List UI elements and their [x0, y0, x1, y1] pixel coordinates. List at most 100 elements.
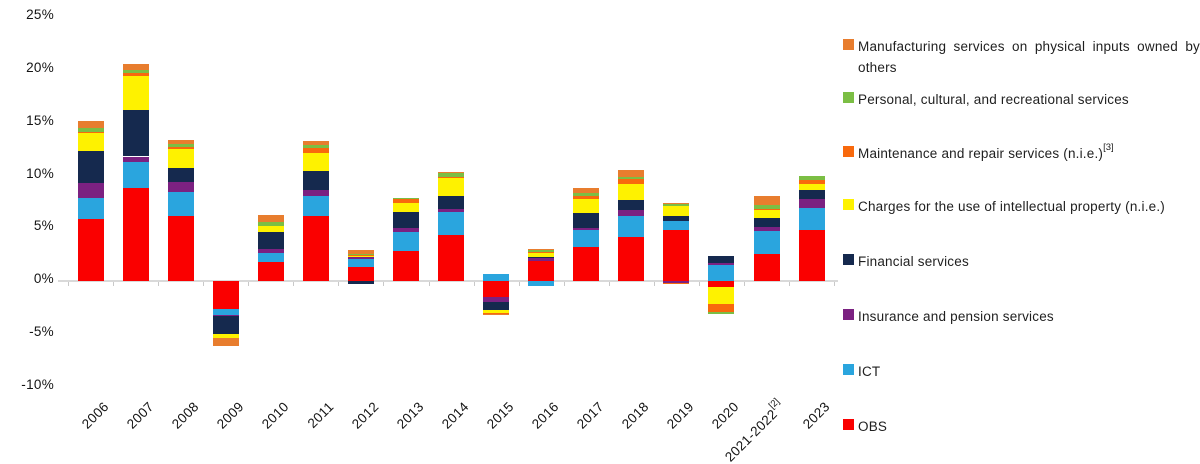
- x-axis-label-text: 2014: [438, 399, 472, 432]
- axis-tick: [744, 282, 745, 286]
- bar-segment: [392, 212, 419, 229]
- bar-segment: [753, 217, 780, 228]
- bar-segment: [753, 231, 780, 254]
- legend-item: Insurance and pension services: [843, 306, 1200, 327]
- x-axis-label-text: 2016: [529, 399, 562, 432]
- y-axis-label: -5%: [29, 323, 54, 339]
- bar-segment: [167, 192, 194, 216]
- legend-swatch: [843, 39, 854, 50]
- bar-segment: [122, 156, 149, 162]
- bar-segment: [483, 314, 510, 316]
- bar-segment: [122, 110, 149, 157]
- x-axis-label-text: 2019: [664, 399, 698, 432]
- x-axis-label-text: 2007: [123, 399, 157, 432]
- bar-segment: [528, 250, 555, 252]
- bar-segment: [618, 236, 645, 281]
- x-axis-label-text: 2018: [619, 399, 652, 432]
- axis-tick: [834, 282, 836, 286]
- axis-tick: [563, 282, 565, 286]
- bar-segment: [438, 212, 465, 235]
- legend-label: Manufacturing services on physical input…: [858, 39, 1200, 75]
- legend-label: ICT: [858, 364, 881, 379]
- legend-item: Maintenance and repair services (n.i.e.)…: [843, 143, 1200, 164]
- bar-segment: [212, 281, 239, 310]
- bar-segment: [302, 189, 329, 196]
- axis-tick: [248, 282, 250, 286]
- bar-segment: [528, 281, 555, 287]
- bar-segment: [663, 206, 690, 216]
- bar-segment: [77, 120, 104, 128]
- bar-segment: [167, 149, 194, 169]
- bar-segment: [77, 132, 104, 152]
- bar-segment: [528, 252, 555, 257]
- axis-tick: [428, 282, 430, 286]
- bar-segment: [573, 230, 600, 248]
- bar-segment: [663, 215, 690, 221]
- bar-segment: [708, 281, 735, 288]
- bar-segment: [212, 309, 239, 315]
- bar-segment: [347, 267, 374, 281]
- bar-segment: [573, 247, 600, 281]
- bar-segment: [347, 255, 374, 258]
- bar-segment: [167, 215, 194, 281]
- legend-swatch: [843, 309, 854, 320]
- bar-segment: [257, 232, 284, 250]
- x-axis-label-text: 2009: [213, 399, 247, 432]
- bar-segment: [798, 179, 825, 184]
- bar-segment: [302, 145, 329, 149]
- bar-segment: [77, 132, 104, 133]
- bar-segment: [77, 182, 104, 198]
- bar-segment: [347, 254, 374, 256]
- bar-segment: [122, 161, 149, 189]
- axis-tick: [293, 282, 295, 286]
- bar-segment: [77, 128, 104, 133]
- bar-segment: [483, 310, 510, 314]
- x-axis-line: [58, 280, 838, 282]
- bar-segment: [212, 315, 239, 334]
- bar-segment: [392, 251, 419, 281]
- bar-segment: [483, 281, 510, 297]
- bar-segment: [167, 147, 194, 150]
- x-axis-label-text: 2010: [258, 399, 292, 432]
- bar-segment: [708, 304, 735, 312]
- bar-segment: [167, 168, 194, 182]
- legend-label: OBS: [858, 419, 888, 434]
- bar-segment: [212, 337, 239, 339]
- bar-segment: [302, 148, 329, 153]
- bar-segment: [212, 314, 239, 316]
- y-axis-label: 5%: [33, 218, 54, 234]
- bar-segment: [347, 253, 374, 255]
- bar-segment: [347, 250, 374, 254]
- bar-segment: [798, 176, 825, 180]
- bar-segment: [528, 260, 555, 281]
- chart-legend: Manufacturing services on physical input…: [843, 0, 1200, 464]
- bar-segment: [483, 313, 510, 315]
- bar-segment: [438, 177, 465, 178]
- bar-segment: [483, 296, 510, 302]
- bar-segment: [347, 257, 374, 259]
- y-axis-label: 15%: [26, 112, 54, 128]
- legend-swatch: [843, 92, 854, 103]
- bar-segment: [167, 181, 194, 193]
- y-axis-label: -10%: [21, 376, 54, 392]
- bar-segment: [708, 264, 735, 281]
- bar-segment: [392, 202, 419, 213]
- bar-segment: [573, 196, 600, 200]
- bar-segment: [347, 258, 374, 268]
- bar-segment: [753, 208, 780, 210]
- axis-tick: [383, 282, 385, 286]
- bar-segment: [753, 196, 780, 205]
- axis-tick: [608, 282, 610, 286]
- bar-segment: [528, 256, 555, 259]
- bar-segment: [302, 195, 329, 216]
- bar-segment: [708, 263, 735, 265]
- bar-segment: [257, 214, 284, 223]
- bar-segment: [798, 230, 825, 281]
- bar-segment: [167, 139, 194, 144]
- legend-item: Manufacturing services on physical input…: [843, 36, 1200, 78]
- y-axis-label: 10%: [26, 165, 54, 181]
- bar-segment: [528, 258, 555, 261]
- bar-segment: [438, 177, 465, 196]
- bar-segment: [663, 220, 690, 231]
- y-axis-label: 20%: [26, 60, 54, 75]
